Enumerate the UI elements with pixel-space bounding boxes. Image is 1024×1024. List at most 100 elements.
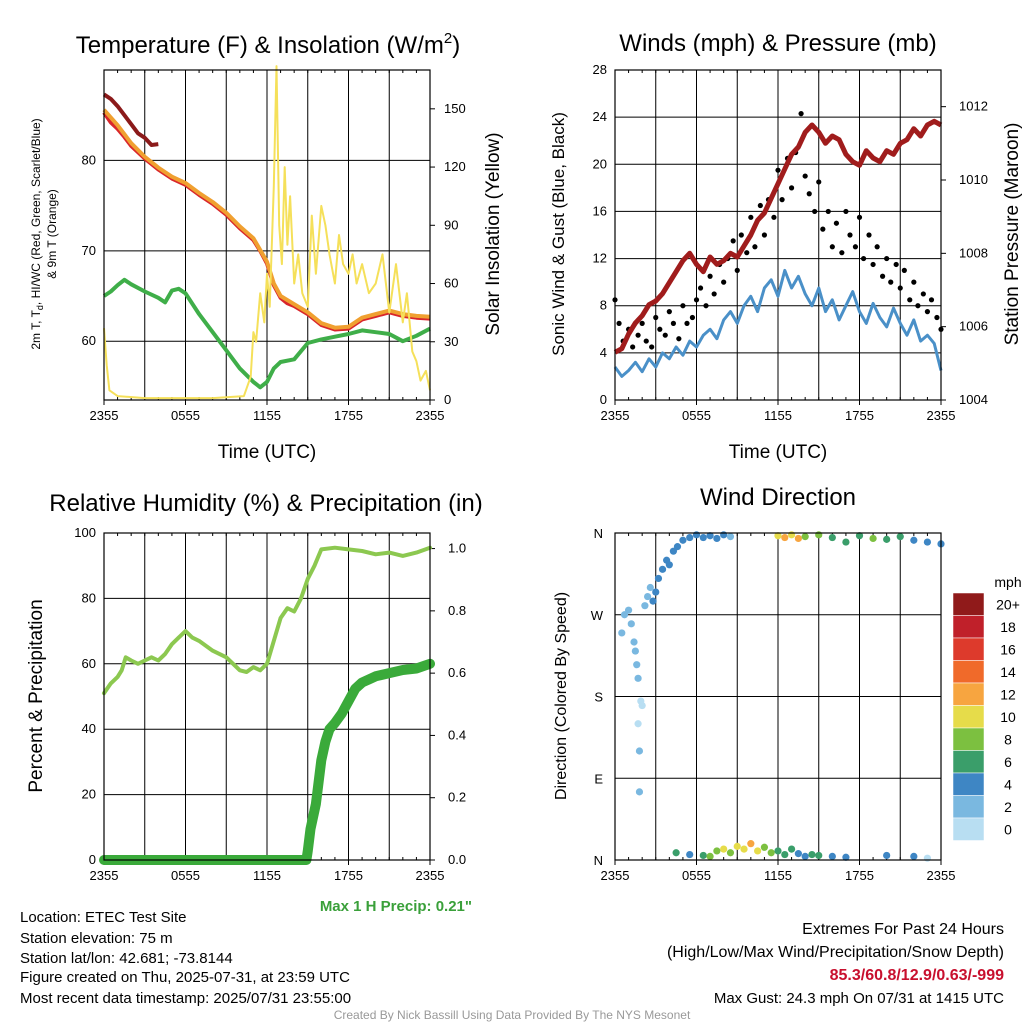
- y2-tick-label: 120: [444, 159, 466, 174]
- gust-point: [860, 255, 867, 262]
- direction-point: [641, 602, 649, 610]
- y-tick-label: 12: [593, 251, 607, 266]
- gust-point: [897, 285, 903, 291]
- timestamp-line: Most recent data timestamp: 2025/07/31 2…: [20, 990, 351, 1007]
- direction-point: [720, 845, 728, 853]
- gust-point: [888, 279, 894, 285]
- gust-point: [657, 326, 663, 332]
- direction-point: [767, 849, 775, 857]
- legend-title: mph: [994, 574, 1021, 590]
- gust-point: [798, 111, 804, 117]
- gust-point: [703, 303, 709, 309]
- direction-point: [801, 533, 809, 541]
- y-tick-label: W: [591, 608, 604, 623]
- gust-point: [693, 297, 700, 303]
- direction-point: [747, 840, 755, 848]
- gust-point: [866, 232, 872, 238]
- gust-point: [829, 244, 835, 250]
- direction-point: [801, 852, 809, 860]
- gust-point: [748, 214, 754, 220]
- gust-point: [771, 214, 777, 220]
- y-tick-label: 100: [74, 525, 96, 540]
- y-tick-label: 40: [82, 721, 96, 736]
- gust-point: [825, 208, 831, 215]
- x-tick-label: 1155: [253, 408, 281, 423]
- direction-point: [808, 850, 816, 859]
- panel2-ylabel: Sonic Wind & Gust (Blue, Black): [549, 112, 568, 356]
- extremes-legend: (High/Low/Max Wind/Precipitation/Snow De…: [667, 944, 1004, 961]
- y-tick-label: 0: [89, 852, 96, 867]
- gust-point: [779, 197, 785, 203]
- gust-point: [662, 332, 668, 338]
- location-line: Location: ETEC Test Site: [20, 909, 186, 926]
- speed-legend: mph 20+ 18 16 14 12 10 8 6 4 2 0: [952, 574, 1022, 841]
- direction-point: [740, 845, 748, 853]
- panel1-y2label: Solar Insolation (Yellow): [483, 132, 504, 335]
- x-tick-label: 0555: [171, 868, 200, 883]
- y-tick-label: 60: [82, 333, 96, 348]
- y2-tick-label: 0.4: [448, 727, 466, 742]
- gust-point: [852, 244, 859, 250]
- panel3-ylabel: Percent & Precipitation: [26, 599, 47, 792]
- panel1-title: Temperature (F) & Insolation (W/m2): [76, 30, 460, 59]
- gust-point: [924, 309, 931, 315]
- panel1-ylabel: 2m T, Td, HI/WC (Red, Green, Scarlet/Blu…: [29, 118, 45, 349]
- y2-tick-label: 60: [444, 276, 458, 291]
- y2-tick-label: 90: [444, 217, 458, 232]
- series-line-2: [102, 92, 159, 147]
- direction-point: [630, 638, 638, 646]
- y-tick-label: 60: [82, 656, 96, 671]
- direction-point: [706, 852, 714, 860]
- direction-point: [673, 543, 682, 551]
- gust-point: [788, 185, 795, 191]
- y-tick-label: 8: [600, 298, 607, 313]
- temperature-panel: 2355 0555 1155 1755 2355 60 70 80 0 30 60 90 120 150: [82, 65, 466, 423]
- gust-point: [920, 291, 926, 297]
- direction-point: [646, 583, 654, 592]
- direction-point: [638, 701, 646, 710]
- direction-point: [713, 534, 721, 543]
- direction-point: [627, 620, 635, 628]
- y2-tick-label: 0.0: [448, 852, 466, 867]
- gust-point: [697, 285, 704, 291]
- gust-point: [639, 320, 645, 326]
- direction-point: [774, 532, 782, 540]
- gust-point: [915, 303, 921, 309]
- series-line-3: [102, 277, 431, 390]
- direction-point: [644, 592, 652, 601]
- legend-label: 20+: [996, 596, 1020, 612]
- gust-point: [684, 320, 690, 326]
- gust-point: [711, 291, 717, 297]
- legend-label: 4: [1004, 776, 1012, 792]
- direction-point: [855, 532, 864, 540]
- direction-point: [679, 536, 687, 544]
- direction-point: [760, 843, 769, 851]
- y-tick-label: 20: [593, 156, 607, 171]
- direction-point: [649, 597, 657, 605]
- direction-point: [815, 851, 823, 860]
- direction-point: [781, 850, 789, 859]
- x-tick-label: 2355: [416, 868, 445, 883]
- panel1-ylabel-2: & 9m T (Orange): [45, 189, 59, 279]
- legend-label: 8: [1004, 731, 1012, 747]
- plot-border: [614, 532, 942, 861]
- y-tick-label: 80: [82, 590, 96, 605]
- y2-tick-label: 0: [444, 392, 451, 407]
- y-tick-label: 80: [82, 152, 96, 167]
- direction-point: [631, 647, 639, 655]
- direction-point: [713, 847, 721, 855]
- gust-point: [934, 314, 940, 321]
- y-tick-label: 4: [600, 345, 607, 360]
- x-tick-label: 2355: [601, 868, 630, 883]
- gust-point: [680, 303, 686, 309]
- x-tick-label: 1155: [764, 408, 792, 423]
- direction-point: [910, 536, 918, 544]
- gust-point: [757, 202, 763, 209]
- elevation-line: Station elevation: 75 m: [20, 930, 173, 947]
- legend-swatch: [952, 705, 985, 729]
- direction-point: [699, 533, 707, 542]
- x-tick-label: 1155: [764, 868, 792, 883]
- credit-line: Created By Nick Bassill Using Data Provi…: [334, 1008, 691, 1022]
- extremes-info: Extremes For Past 24 Hours (High/Low/Max…: [667, 921, 1004, 1007]
